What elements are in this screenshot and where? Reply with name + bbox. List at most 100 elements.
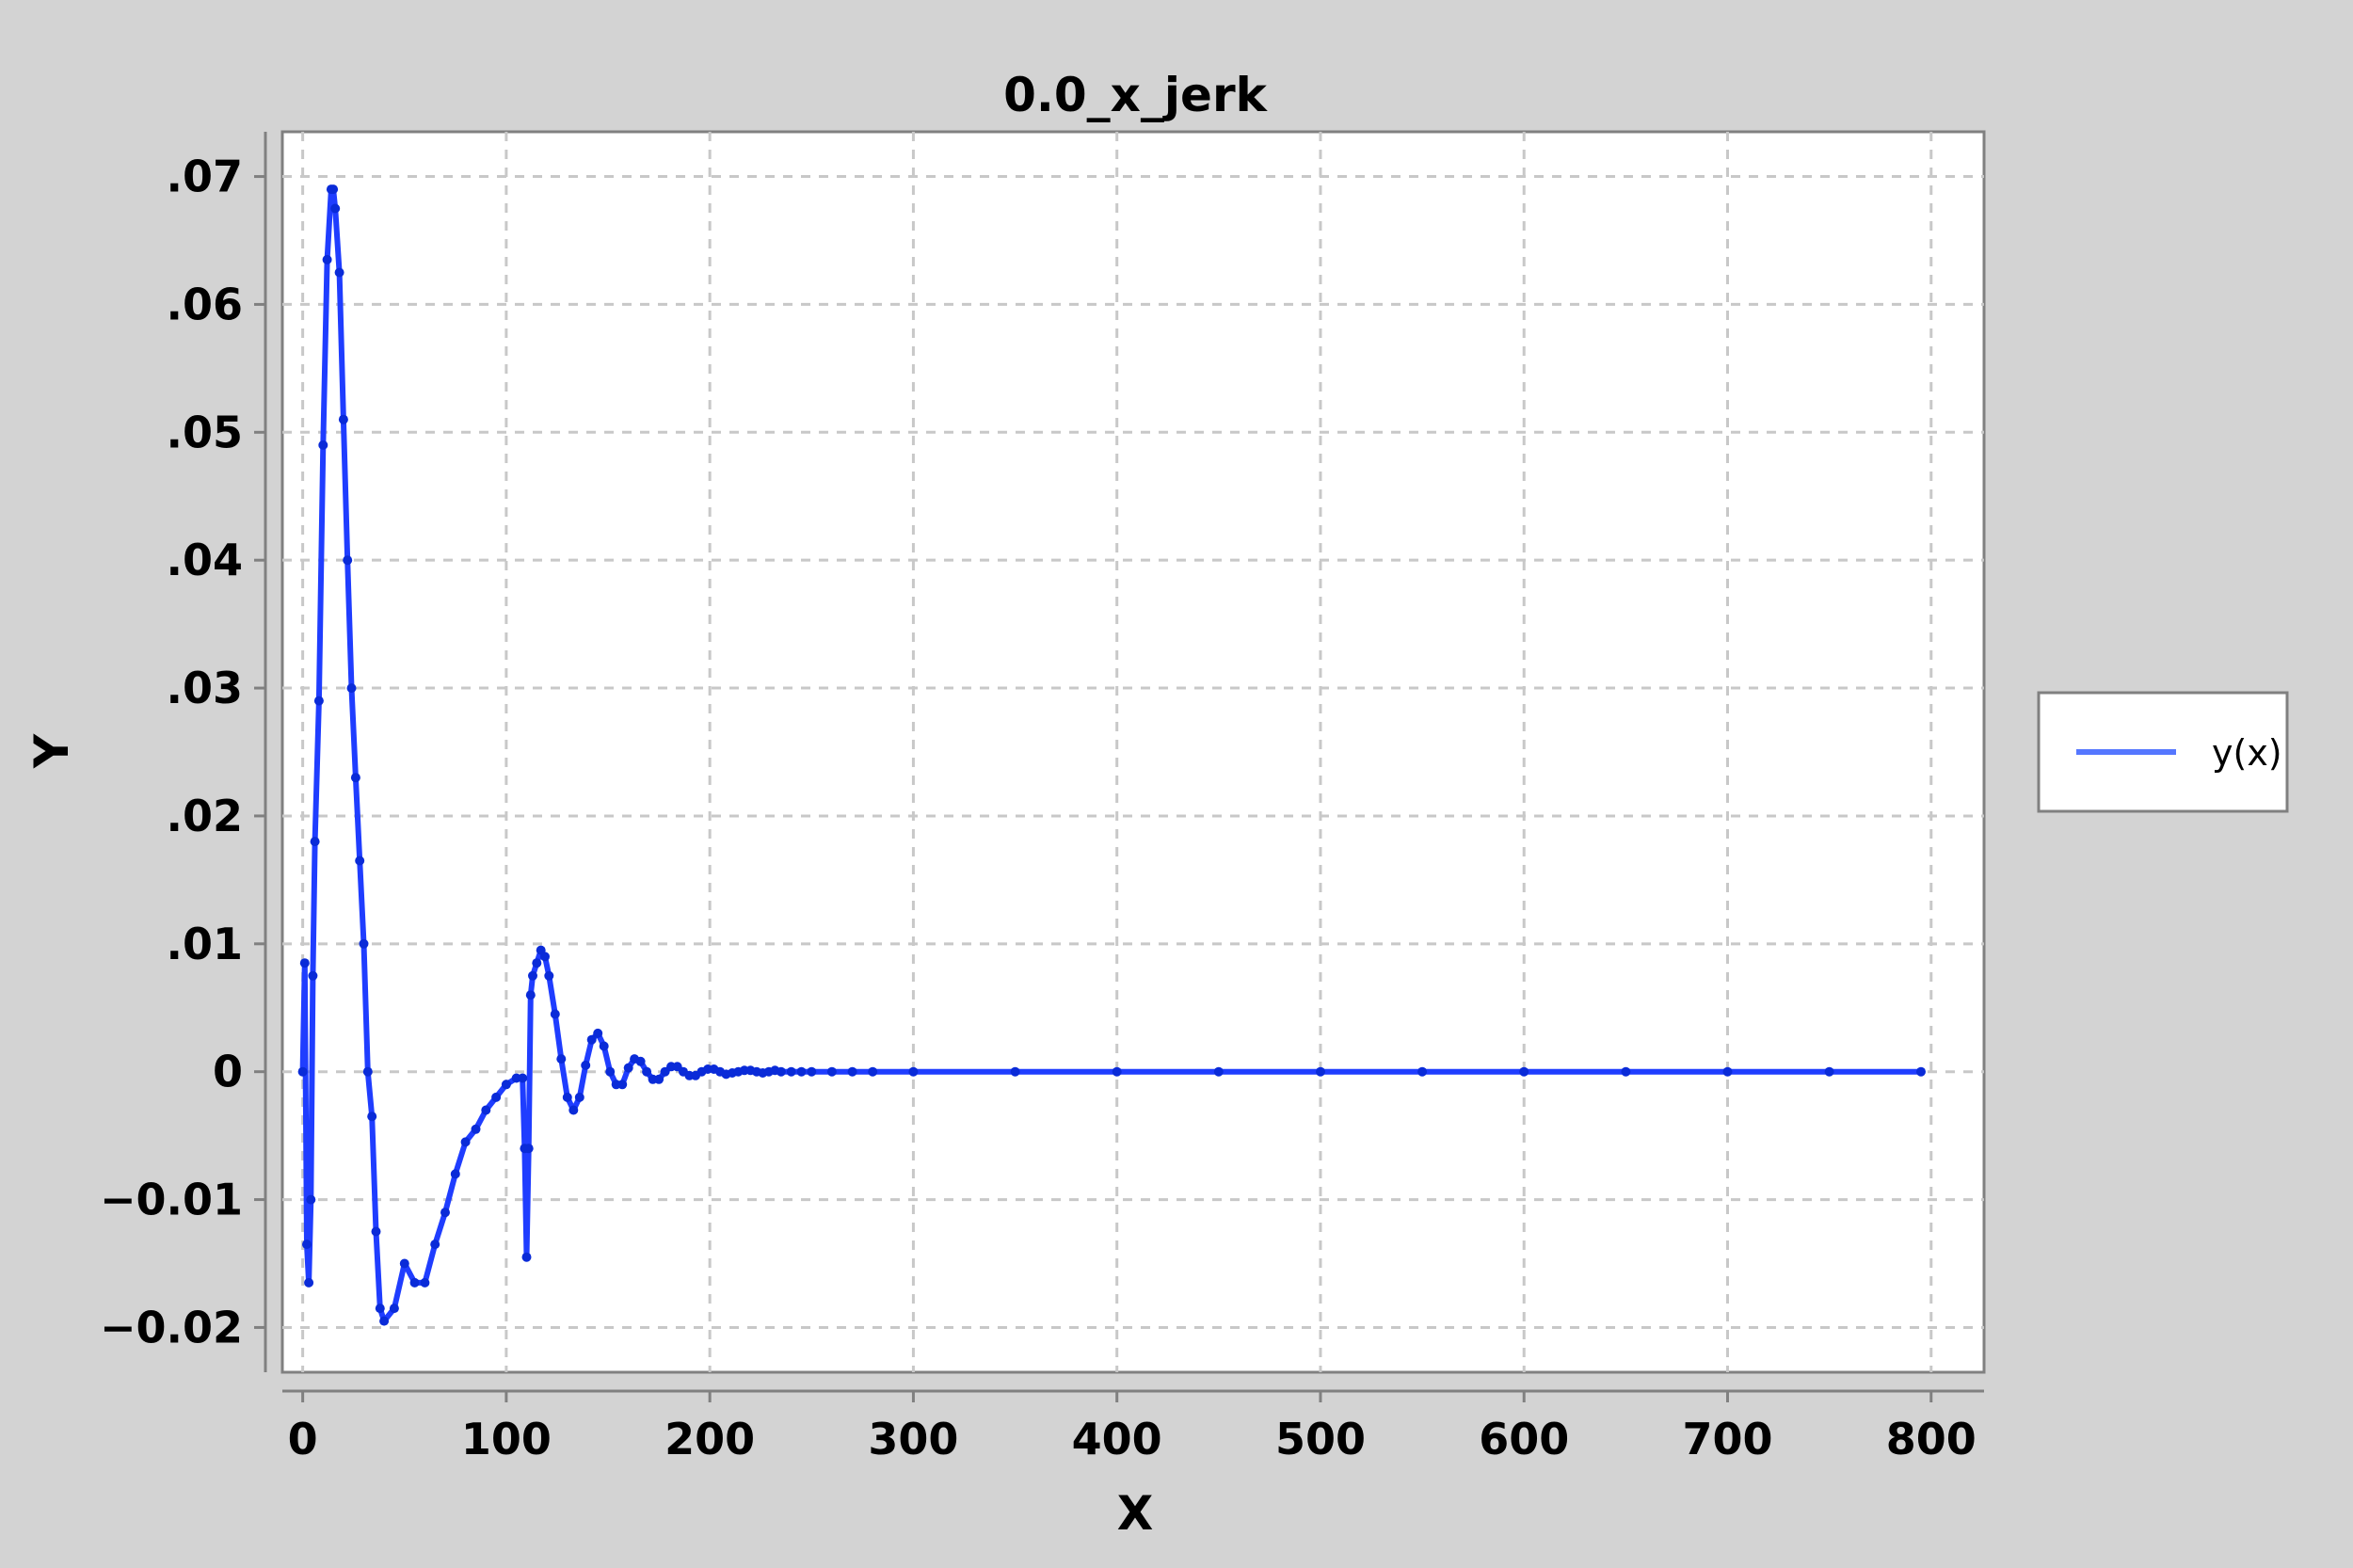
- y-tick-label: −0.02: [100, 1302, 243, 1352]
- data-point: [523, 1144, 534, 1154]
- data-point: [420, 1277, 430, 1288]
- data-point: [568, 1105, 579, 1115]
- x-tick-label: 600: [1479, 1414, 1569, 1464]
- data-point: [525, 990, 536, 1000]
- data-point: [528, 970, 537, 981]
- data-point: [786, 1066, 796, 1077]
- y-tick-label: 0: [213, 1047, 243, 1097]
- data-point: [322, 254, 332, 264]
- data-point: [796, 1066, 807, 1077]
- data-point: [318, 440, 328, 450]
- x-tick-label: 400: [1072, 1414, 1162, 1464]
- data-point: [328, 184, 339, 195]
- data-point: [581, 1060, 591, 1070]
- data-point: [623, 1063, 633, 1073]
- data-point: [460, 1137, 471, 1147]
- y-tick-label: .01: [167, 919, 244, 969]
- data-point: [313, 696, 324, 706]
- data-point: [521, 1252, 532, 1262]
- plot-area: [280, 130, 1986, 1374]
- data-point: [544, 970, 554, 981]
- data-point: [302, 1240, 312, 1250]
- data-point: [826, 1066, 837, 1077]
- data-point: [355, 856, 365, 866]
- data-point: [807, 1066, 817, 1077]
- data-point: [450, 1169, 460, 1179]
- data-point: [868, 1066, 878, 1077]
- data-point: [375, 1304, 385, 1314]
- data-point: [599, 1041, 609, 1051]
- data-point: [1824, 1066, 1834, 1077]
- data-point: [330, 203, 341, 214]
- data-point: [379, 1316, 390, 1326]
- data-point: [430, 1240, 440, 1250]
- data-point: [471, 1124, 481, 1134]
- data-point: [847, 1066, 857, 1077]
- data-point: [334, 267, 344, 278]
- data-point: [1417, 1066, 1428, 1077]
- data-point: [1010, 1066, 1020, 1077]
- data-point: [574, 1092, 584, 1102]
- legend-label: y(x): [2212, 732, 2282, 774]
- x-tick-label: 300: [868, 1414, 958, 1464]
- series-group: [297, 184, 1926, 1326]
- data-point: [776, 1066, 786, 1077]
- data-point: [654, 1074, 664, 1084]
- data-point: [299, 958, 310, 968]
- y-axis: .07 .06 .05 .04 .03 .02 .01 0 −0.01 −0.02: [100, 132, 267, 1372]
- data-point: [501, 1080, 511, 1090]
- data-point: [605, 1066, 616, 1077]
- data-point: [642, 1066, 652, 1077]
- legend: y(x): [2037, 691, 2289, 813]
- data-point: [297, 1066, 308, 1077]
- data-point: [1621, 1066, 1631, 1077]
- data-point: [556, 1054, 567, 1064]
- data-point: [343, 555, 353, 566]
- data-point: [399, 1258, 409, 1269]
- data-point: [1112, 1066, 1122, 1077]
- data-point: [1916, 1066, 1926, 1077]
- x-tick-label: 800: [1886, 1414, 1977, 1464]
- data-point: [617, 1080, 628, 1090]
- y-tick-label: .02: [167, 791, 244, 841]
- data-point: [338, 414, 348, 424]
- data-point: [586, 1034, 597, 1045]
- y-axis-label: Y: [24, 733, 79, 769]
- data-point: [359, 938, 369, 949]
- chart-title: 0.0_x_jerk: [1003, 68, 1269, 122]
- data-point: [389, 1304, 399, 1314]
- data-point: [1519, 1066, 1529, 1077]
- data-point: [540, 952, 550, 962]
- x-axis: 0 100 200 300 400 500 600 700 800: [282, 1389, 1984, 1464]
- x-tick-label: 700: [1682, 1414, 1772, 1464]
- x-tick-label: 0: [288, 1414, 318, 1464]
- data-point: [518, 1073, 528, 1083]
- data-point: [1722, 1066, 1733, 1077]
- data-point: [346, 683, 357, 694]
- data-point: [304, 1277, 314, 1288]
- data-point: [491, 1092, 502, 1102]
- data-point: [308, 970, 318, 981]
- data-point: [371, 1226, 381, 1237]
- y-tick-label: .04: [167, 535, 244, 585]
- y-tick-label: .07: [167, 152, 244, 202]
- data-point: [1213, 1066, 1224, 1077]
- data-point: [306, 1194, 316, 1205]
- y-tick-label: .03: [167, 663, 244, 713]
- data-point: [532, 958, 542, 968]
- x-tick-label: 200: [664, 1414, 755, 1464]
- data-point: [350, 773, 360, 783]
- data-point: [440, 1208, 450, 1218]
- x-tick-label: 500: [1275, 1414, 1366, 1464]
- data-point: [367, 1112, 377, 1122]
- y-tick-label: .06: [167, 279, 244, 329]
- data-point: [310, 837, 320, 847]
- y-tick-label: .05: [167, 407, 244, 457]
- y-tick-label: −0.01: [100, 1175, 243, 1225]
- data-point: [593, 1028, 603, 1038]
- data-point: [635, 1056, 646, 1066]
- x-axis-label: X: [1117, 1486, 1154, 1541]
- data-point: [1316, 1066, 1325, 1077]
- data-point: [908, 1066, 919, 1077]
